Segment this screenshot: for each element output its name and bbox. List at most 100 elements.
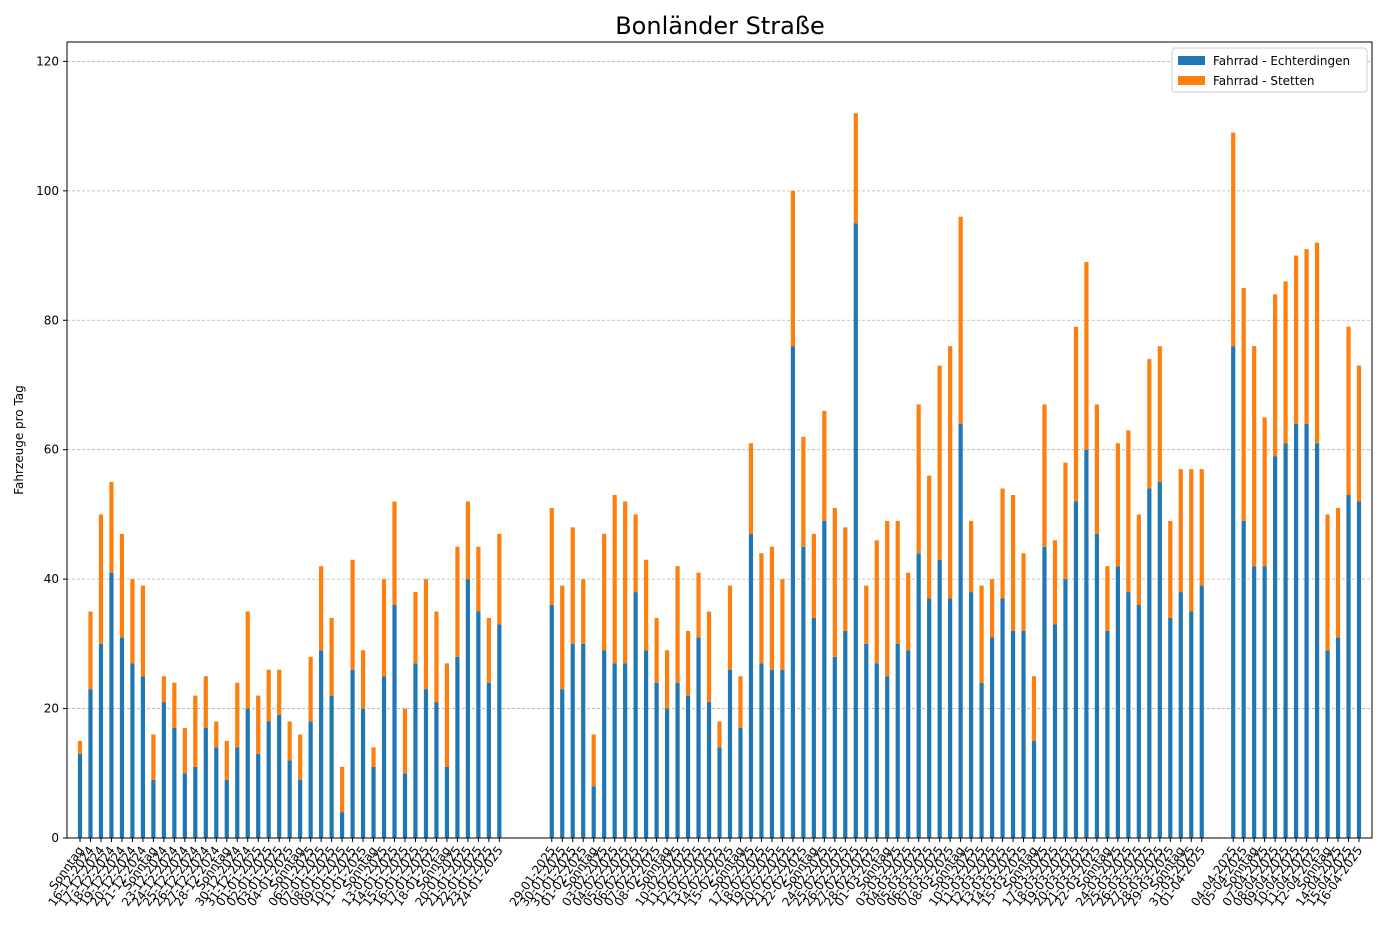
bar-segment — [759, 663, 764, 838]
bar-segment — [245, 611, 250, 709]
bar-segment — [109, 482, 114, 573]
bar-segment — [287, 721, 292, 761]
bar-segment — [1126, 592, 1131, 838]
bar-segment — [1136, 605, 1141, 838]
bar-segment — [790, 190, 795, 347]
bar-segment — [1231, 132, 1236, 347]
bar-segment — [780, 669, 785, 838]
bar-segment — [235, 747, 240, 838]
bar-segment — [602, 650, 607, 838]
bar-segment — [727, 669, 733, 838]
bar-segment — [1147, 359, 1152, 489]
bar-segment — [591, 734, 596, 787]
bar-segment — [1063, 462, 1068, 580]
legend-swatch — [1178, 76, 1205, 85]
bar-segment — [193, 766, 198, 838]
bar-segment — [308, 656, 313, 722]
bar-segment — [979, 682, 984, 838]
bar-segment — [1105, 630, 1110, 838]
bar-segment — [696, 572, 701, 638]
bar-segment — [948, 598, 953, 838]
bar-segment — [1136, 514, 1141, 606]
legend-swatch — [1178, 56, 1205, 65]
bar-segment — [277, 669, 282, 716]
bar-segment — [245, 708, 250, 838]
bar-segment — [1000, 598, 1005, 838]
bar-segment — [717, 747, 722, 838]
bar-segment — [287, 760, 292, 838]
bar-segment — [937, 365, 942, 560]
bar-segment — [350, 669, 355, 838]
bar-segment — [1314, 443, 1320, 838]
bar-segment — [1094, 404, 1100, 534]
bar-segment — [224, 779, 229, 838]
bar-segment — [958, 216, 963, 424]
bar-segment — [769, 669, 775, 838]
y-tick-label: 80 — [44, 313, 59, 327]
bar-segment — [1157, 482, 1162, 838]
bar-segment — [685, 695, 691, 838]
bar-segment — [497, 533, 502, 625]
y-axis-label: Fahrzeuge pro Tag — [12, 385, 26, 495]
bar-segment — [748, 443, 754, 534]
bar-segment — [948, 346, 953, 599]
bar-segment — [822, 410, 827, 521]
bar-segment — [98, 514, 104, 644]
bar-segment — [360, 708, 366, 838]
bar-segment — [549, 605, 554, 838]
bar-segment — [423, 579, 429, 690]
bar-segment — [979, 585, 984, 683]
bar-segment — [423, 689, 429, 838]
bar-segment — [570, 643, 575, 838]
bar-segment — [486, 617, 491, 683]
bar-segment — [1042, 404, 1047, 547]
bar-segment — [706, 702, 712, 838]
bar-segment — [560, 585, 565, 690]
bar-segment — [969, 520, 974, 593]
bar-segment — [1304, 249, 1309, 424]
bar-segment — [1304, 423, 1309, 838]
bar-segment — [256, 695, 261, 754]
bar-segment — [958, 423, 963, 838]
bar-segment — [214, 747, 219, 838]
bar-segment — [1052, 540, 1058, 625]
bar-segment — [811, 617, 816, 838]
bar-segment — [581, 579, 586, 644]
bar-segment — [455, 546, 460, 657]
bar-segment — [413, 592, 418, 664]
y-tick-label: 0 — [51, 831, 59, 845]
bar-segment — [1283, 281, 1288, 444]
chart-title: Bonländer Straße — [615, 12, 825, 40]
bar-segment — [570, 527, 575, 644]
bar-segment — [1293, 423, 1299, 838]
bar-segment — [602, 533, 607, 651]
bar-segment — [1000, 488, 1005, 599]
bar-segment — [644, 559, 649, 651]
bar-segment — [1325, 650, 1330, 838]
bar-segment — [1241, 520, 1246, 838]
bar-segment — [633, 592, 638, 838]
bar-segment — [119, 533, 125, 638]
bar-segment — [1293, 255, 1299, 424]
bar-segment — [1335, 507, 1341, 638]
bar-segment — [906, 572, 911, 651]
bar-segment — [885, 520, 890, 677]
bar-segment — [1147, 488, 1152, 838]
bar-segment — [1021, 553, 1026, 631]
bar-segment — [633, 514, 638, 593]
bar-segment — [1063, 579, 1068, 838]
bar-segment — [685, 630, 691, 696]
bar-segment — [727, 585, 733, 670]
bar-segment — [130, 663, 135, 838]
bar-segment — [654, 617, 659, 683]
bar-segment — [1262, 566, 1267, 838]
bar-segment — [1314, 242, 1320, 444]
bar-segment — [549, 507, 554, 606]
bar-segment — [1021, 630, 1026, 838]
bar-segment — [989, 579, 995, 638]
bar-segment — [1073, 501, 1079, 838]
bar-segment — [476, 546, 481, 612]
bar-segment — [927, 475, 932, 599]
bar-segment — [161, 702, 166, 838]
